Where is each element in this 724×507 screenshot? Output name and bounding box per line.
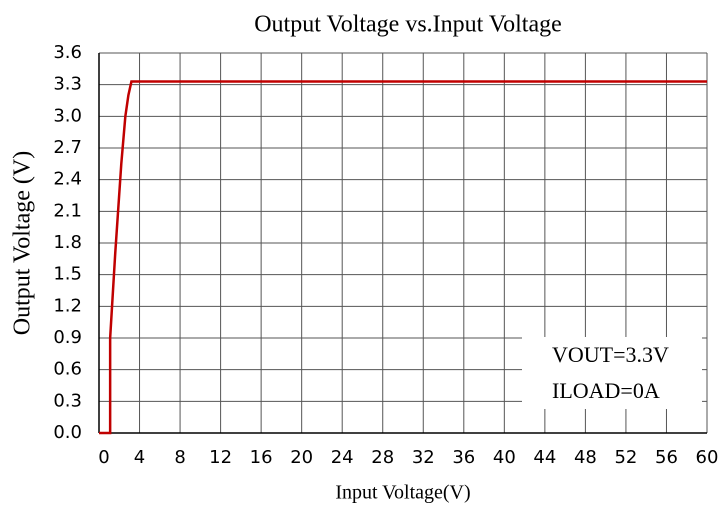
y-tick-label: 1.8 [53, 232, 82, 253]
x-tick-label: 32 [412, 447, 435, 468]
annotation-box [522, 337, 702, 409]
x-tick-label: 36 [452, 447, 475, 468]
x-tick-label: 12 [209, 447, 232, 468]
y-tick-label: 0.9 [53, 327, 82, 348]
x-tick-label: 60 [696, 447, 719, 468]
x-tick-label: 44 [533, 447, 556, 468]
y-tick-label: 2.4 [53, 169, 82, 190]
y-tick-label: 1.2 [53, 295, 82, 316]
annotation: VOUT=3.3V [552, 342, 669, 367]
x-tick-label: 8 [174, 447, 185, 468]
y-tick-label: 2.1 [53, 200, 82, 221]
x-tick-label: 4 [134, 447, 145, 468]
x-tick-label: 28 [371, 447, 394, 468]
y-tick-label: 3.3 [53, 74, 82, 95]
data-line [99, 80, 707, 435]
x-tick-label: 16 [250, 447, 273, 468]
x-tick-label: 40 [493, 447, 516, 468]
y-axis-label: Output Voltage (V) [10, 151, 36, 335]
y-tick-label: 2.7 [53, 137, 82, 158]
y-tick-label: 0.0 [53, 422, 82, 443]
y-tick-label: 0.6 [53, 359, 82, 380]
annotation: ILOAD=0A [552, 378, 660, 403]
x-axis-label: Input Voltage(V) [335, 482, 470, 504]
x-tick-label: 0 [98, 447, 109, 468]
x-tick-label: 56 [655, 447, 678, 468]
y-tick-label: 1.5 [53, 264, 82, 285]
x-tick-label: 52 [614, 447, 637, 468]
x-tick-label: 24 [331, 447, 354, 468]
y-tick-label: 3.6 [53, 42, 82, 63]
y-tick-label: 3.0 [53, 105, 82, 126]
y-tick-label: 0.3 [53, 390, 82, 411]
chart-title: Output Voltage vs.Input Voltage [254, 12, 562, 38]
x-tick-label: 20 [290, 447, 313, 468]
x-tick-label: 48 [574, 447, 597, 468]
